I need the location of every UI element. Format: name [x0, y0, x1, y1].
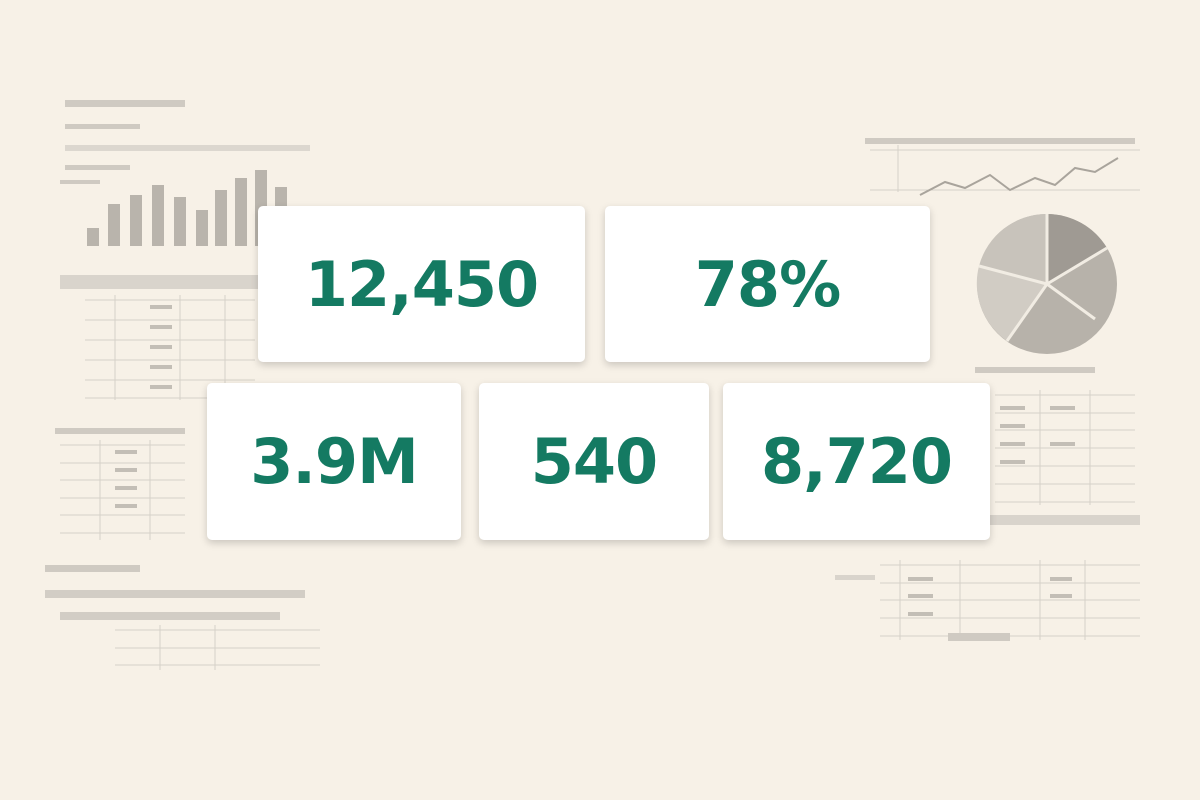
kpi-card: 12,450 — [258, 206, 585, 362]
kpi-value: 540 — [530, 425, 658, 498]
left-table-cells — [115, 305, 172, 508]
kpi-value: 12,450 — [304, 247, 539, 321]
kpi-value: 3.9M — [250, 425, 419, 498]
kpi-card: 8,720 — [723, 383, 990, 540]
kpi-card: 3.9M — [207, 383, 461, 540]
left-tables — [60, 295, 320, 670]
right-decor — [835, 138, 1140, 641]
kpi-value: 8,720 — [760, 425, 953, 498]
left-decor — [45, 100, 310, 620]
kpi-card: 540 — [479, 383, 709, 540]
kpi-value: 78% — [694, 247, 841, 321]
kpi-card: 78% — [605, 206, 930, 362]
